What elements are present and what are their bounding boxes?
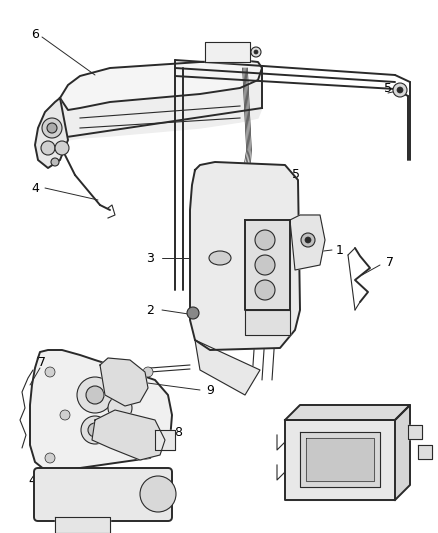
Circle shape	[42, 118, 62, 138]
Polygon shape	[245, 220, 290, 310]
Circle shape	[305, 237, 311, 243]
Text: 3: 3	[146, 252, 154, 264]
Circle shape	[254, 50, 258, 54]
Text: 10: 10	[337, 472, 353, 484]
Circle shape	[143, 367, 153, 377]
Circle shape	[143, 445, 153, 455]
Polygon shape	[290, 215, 325, 270]
Polygon shape	[190, 162, 300, 350]
Text: 6: 6	[31, 28, 39, 42]
Text: 2: 2	[146, 303, 154, 317]
Text: 8: 8	[174, 425, 182, 439]
Polygon shape	[60, 60, 262, 140]
Circle shape	[60, 410, 70, 420]
Polygon shape	[285, 420, 395, 500]
Circle shape	[86, 386, 104, 404]
Polygon shape	[408, 425, 422, 439]
Circle shape	[41, 141, 55, 155]
Circle shape	[45, 367, 55, 377]
Polygon shape	[245, 310, 290, 335]
FancyBboxPatch shape	[34, 468, 172, 521]
Circle shape	[187, 307, 199, 319]
Polygon shape	[30, 350, 172, 472]
Circle shape	[47, 123, 57, 133]
Circle shape	[301, 233, 315, 247]
Circle shape	[88, 423, 102, 437]
Circle shape	[140, 476, 176, 512]
Polygon shape	[100, 358, 148, 406]
Circle shape	[81, 416, 109, 444]
Circle shape	[108, 396, 132, 420]
Text: 5: 5	[384, 82, 392, 94]
Circle shape	[51, 158, 59, 166]
Polygon shape	[300, 432, 380, 487]
Polygon shape	[35, 98, 68, 168]
Text: 4: 4	[31, 182, 39, 195]
Text: 4: 4	[28, 473, 36, 487]
Text: 7: 7	[386, 255, 394, 269]
Polygon shape	[92, 410, 165, 460]
Polygon shape	[60, 60, 262, 110]
Polygon shape	[395, 405, 410, 500]
Circle shape	[45, 453, 55, 463]
Polygon shape	[418, 445, 432, 459]
Text: 9: 9	[206, 384, 214, 397]
Circle shape	[255, 230, 275, 250]
Text: 7: 7	[38, 356, 46, 368]
Polygon shape	[155, 430, 175, 450]
Text: 5: 5	[292, 168, 300, 182]
Circle shape	[55, 141, 69, 155]
Circle shape	[397, 87, 403, 93]
Circle shape	[251, 47, 261, 57]
Polygon shape	[55, 517, 110, 533]
Circle shape	[393, 83, 407, 97]
Circle shape	[255, 255, 275, 275]
Circle shape	[255, 280, 275, 300]
Ellipse shape	[209, 251, 231, 265]
Polygon shape	[285, 405, 410, 420]
Text: 1: 1	[336, 244, 344, 256]
Polygon shape	[205, 42, 250, 62]
Polygon shape	[306, 438, 374, 481]
Circle shape	[77, 377, 113, 413]
Polygon shape	[195, 340, 260, 395]
